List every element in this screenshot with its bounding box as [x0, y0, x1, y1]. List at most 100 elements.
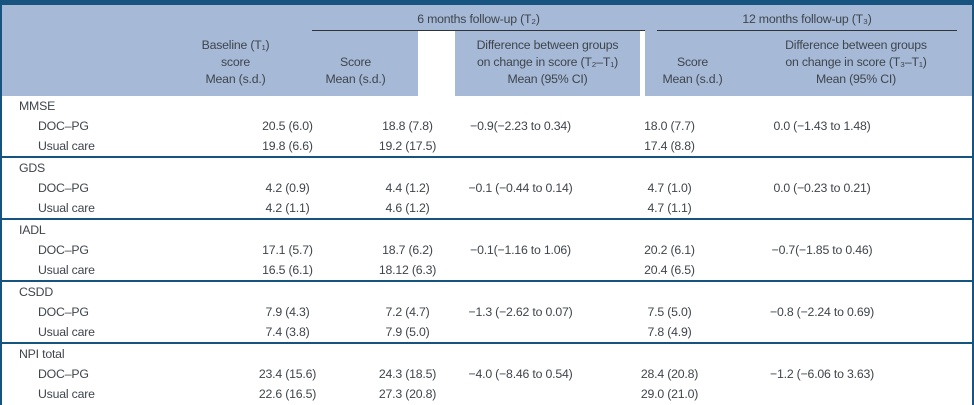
table-row: Usual care 22.6 (16.5) 27.3 (20.8) 29.0 …: [2, 384, 972, 404]
t3-score-cell: 17.4 (8.8): [644, 139, 695, 153]
t3-score-cell: 28.4 (20.8): [640, 367, 699, 381]
t2-difference-cell: −1.3 (−2.62 to 0.07): [468, 305, 573, 319]
table-row: DOC–PG 20.5 (6.0) 18.8 (7.8) −0.9(−2.23 …: [2, 116, 972, 136]
table-row: DOC–PG 4.2 (0.9) 4.4 (1.2) −0.1 (−0.44 t…: [2, 178, 972, 198]
t2-score-cell: 24.3 (18.5): [378, 367, 437, 381]
t3-score-cell: 29.0 (21.0): [640, 387, 699, 401]
column-header-row: Baseline (T₁) score Mean (s.d.) Score Me…: [2, 31, 972, 96]
measure-label: CSDD: [19, 285, 54, 299]
t2-difference-column-header: Difference between groups on change in s…: [455, 31, 640, 96]
table-row: Usual care 16.5 (6.1) 18.12 (6.3) 20.4 (…: [2, 260, 972, 281]
t3-difference-cell: [706, 198, 938, 219]
t3-difference-cell: −0.8 (−2.24 to 0.69): [769, 305, 875, 319]
measure-label: MMSE: [19, 99, 56, 113]
t2-difference-cell: −4.0 (−8.46 to 0.54): [468, 367, 573, 381]
t3-score-cell: 7.8 (4.9): [647, 325, 692, 339]
outcomes-table: 6 months follow-up (T₂) 12 months follow…: [2, 5, 972, 404]
t3-score-cell: 20.2 (6.1): [644, 243, 695, 257]
group-label: Usual care: [38, 139, 95, 153]
baseline-score-cell: 4.2 (1.1): [265, 201, 310, 215]
t3-score-column-header: Score Mean (s.d.): [645, 31, 740, 96]
t2-difference-cell: −0.1 (−0.44 to 0.14): [468, 181, 573, 195]
t3-difference-column-header: Difference between groups on change in s…: [740, 31, 972, 96]
baseline-score-cell: 20.5 (6.0): [262, 119, 313, 133]
baseline-score-cell: 22.6 (16.5): [258, 387, 317, 401]
table-row: DOC–PG 7.9 (4.3) 7.2 (4.7) −1.3 (−2.62 t…: [2, 302, 972, 322]
baseline-score-cell: 16.5 (6.1): [262, 263, 313, 277]
t2-difference-cell: −0.9(−2.23 to 0.34): [470, 119, 571, 133]
measure-row: NPI total: [2, 343, 972, 364]
measure-label: NPI total: [19, 347, 65, 361]
section-csdd: CSDD DOC–PG 7.9 (4.3) 7.2 (4.7) −1.3 (−2…: [2, 281, 972, 343]
group-label: Usual care: [38, 201, 95, 215]
t3-difference-cell: −1.2 (−6.06 to 3.63): [769, 367, 875, 381]
baseline-score-cell: 23.4 (15.6): [258, 367, 317, 381]
group-label: DOC–PG: [38, 243, 89, 257]
t3-difference-cell: [706, 322, 938, 343]
table-header: 6 months follow-up (T₂) 12 months follow…: [2, 5, 972, 96]
group-label: Usual care: [38, 325, 95, 339]
spanner-row: 6 months follow-up (T₂) 12 months follow…: [2, 5, 972, 31]
t3-score-cell: 18.0 (7.7): [644, 119, 695, 133]
t3-score-cell: 7.5 (5.0): [647, 305, 692, 319]
measure-row: IADL: [2, 219, 972, 240]
table-row: Usual care 7.4 (3.8) 7.9 (5.0) 7.8 (4.9): [2, 322, 972, 343]
t2-score-cell: 18.12 (6.3): [378, 263, 437, 277]
table-row: DOC–PG 23.4 (15.6) 24.3 (18.5) −4.0 (−8.…: [2, 364, 972, 384]
empty-header-cell: [2, 31, 170, 96]
t2-difference-cell: −0.1(−1.16 to 1.06): [470, 243, 571, 257]
t3-score-cell: 20.4 (6.5): [644, 263, 695, 277]
t3-difference-cell: [706, 260, 938, 281]
t2-score-cell: 7.2 (4.7): [385, 305, 430, 319]
spanner-6-months: 6 months follow-up (T₂): [312, 5, 645, 31]
t2-score-cell: 18.8 (7.8): [382, 119, 433, 133]
section-iadl: IADL DOC–PG 17.1 (5.7) 18.7 (6.2) −0.1(−…: [2, 219, 972, 281]
t2-score-cell: 4.6 (1.2): [385, 201, 430, 215]
table-row: Usual care 19.8 (6.6) 19.2 (17.5) 17.4 (…: [2, 136, 972, 157]
t2-difference-cell: [428, 322, 613, 343]
t2-difference-cell: [428, 384, 613, 404]
t2-score-column-header: Score Mean (s.d.): [293, 31, 418, 96]
t2-score-cell: 4.4 (1.2): [385, 181, 430, 195]
spanner-6-months-label: 6 months follow-up (T₂): [312, 12, 645, 31]
empty-spanner-cell: [2, 5, 335, 31]
t3-difference-cell: [706, 384, 938, 404]
measure-label: IADL: [19, 223, 46, 237]
table-row: DOC–PG 17.1 (5.7) 18.7 (6.2) −0.1(−1.16 …: [2, 240, 972, 260]
measure-row: GDS: [2, 157, 972, 178]
table-row: Usual care 4.2 (1.1) 4.6 (1.2) 4.7 (1.1): [2, 198, 972, 219]
baseline-score-cell: 7.4 (3.8): [265, 325, 310, 339]
section-npi-total: NPI total DOC–PG 23.4 (15.6) 24.3 (18.5)…: [2, 343, 972, 404]
spanner-12-months-label: 12 months follow-up (T₃): [657, 12, 957, 31]
t2-score-cell: 18.7 (6.2): [382, 243, 433, 257]
group-label: DOC–PG: [38, 119, 89, 133]
t2-difference-cell: [428, 260, 613, 281]
group-label: DOC–PG: [38, 181, 89, 195]
t3-difference-cell: 0.0 (−1.43 to 1.48): [773, 119, 871, 133]
baseline-column-header: Baseline (T₁) score Mean (s.d.): [153, 31, 318, 96]
measure-row: CSDD: [2, 281, 972, 302]
baseline-score-cell: 7.9 (4.3): [265, 305, 310, 319]
measure-row: MMSE: [2, 96, 972, 116]
t3-difference-cell: [706, 136, 938, 157]
t2-score-cell: 19.2 (17.5): [378, 139, 437, 153]
measure-label: GDS: [19, 161, 46, 175]
t3-difference-cell: −0.7(−1.85 to 0.46): [771, 243, 873, 257]
group-label: DOC–PG: [38, 367, 89, 381]
t3-difference-cell: 0.0 (−0.23 to 0.21): [773, 181, 871, 195]
group-label: Usual care: [38, 387, 95, 401]
spanner-12-months: 12 months follow-up (T₃): [645, 5, 972, 31]
t2-score-cell: 27.3 (20.8): [378, 387, 437, 401]
baseline-score-cell: 17.1 (5.7): [262, 243, 313, 257]
baseline-score-cell: 19.8 (6.6): [262, 139, 313, 153]
group-label: Usual care: [38, 263, 95, 277]
baseline-score-cell: 4.2 (0.9): [265, 181, 310, 195]
t3-score-cell: 4.7 (1.1): [647, 201, 692, 215]
t2-difference-cell: [428, 198, 613, 219]
t2-score-cell: 7.9 (5.0): [385, 325, 430, 339]
section-gds: GDS DOC–PG 4.2 (0.9) 4.4 (1.2) −0.1 (−0.…: [2, 157, 972, 219]
group-label: DOC–PG: [38, 305, 89, 319]
section-mmse: MMSE DOC–PG 20.5 (6.0) 18.8 (7.8) −0.9(−…: [2, 96, 972, 157]
t2-difference-cell: [428, 136, 613, 157]
